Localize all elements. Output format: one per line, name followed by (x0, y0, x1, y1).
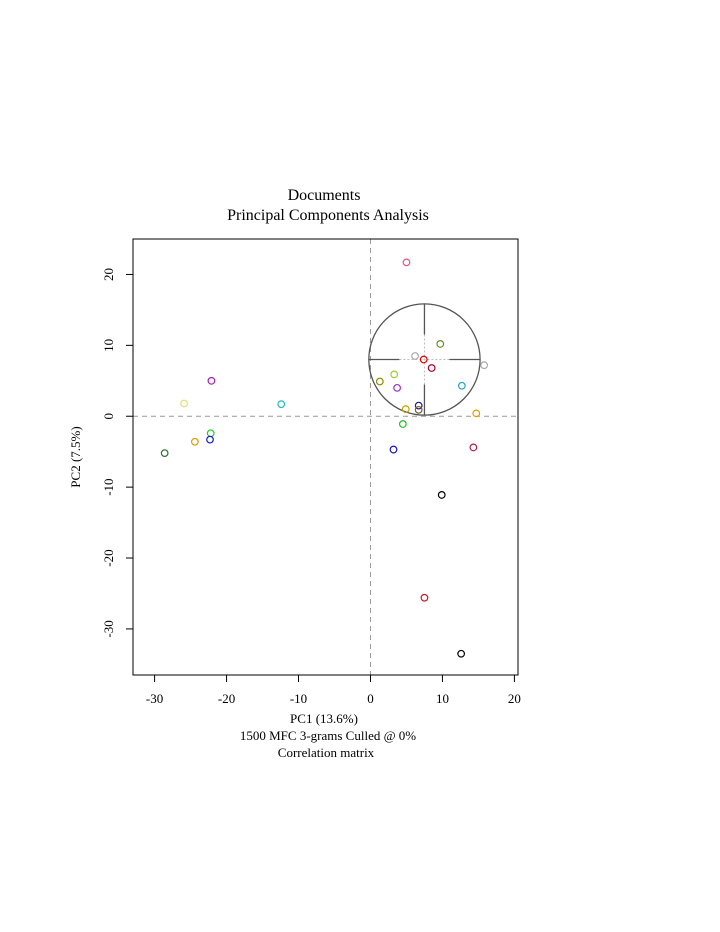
data-point (389, 445, 398, 454)
data-point (469, 443, 478, 452)
x-tick-label: -20 (218, 691, 235, 706)
x-axis-label: PC1 (13.6%) (290, 711, 358, 726)
x-tick-label: -30 (146, 691, 163, 706)
data-point (398, 420, 407, 428)
x-tick-label: 0 (367, 691, 374, 706)
plot-frame (132, 238, 519, 676)
data-point (411, 352, 419, 360)
data-point (420, 593, 429, 602)
y-tick-label: -30 (101, 620, 116, 637)
data-point (160, 449, 169, 458)
data-point (419, 355, 428, 364)
y-tick-label: 10 (101, 339, 116, 352)
data-point (277, 400, 286, 409)
data-point (393, 383, 402, 392)
y-tick-label: -20 (101, 549, 116, 566)
y-tick-label: 20 (101, 268, 116, 281)
data-point (375, 377, 384, 386)
data-point (190, 437, 199, 446)
data-point (472, 409, 481, 418)
x-axis-subtitle-2: Correlation matrix (278, 745, 375, 760)
data-point (414, 405, 423, 414)
data-point (206, 429, 215, 438)
data-point (414, 401, 423, 410)
data-point (427, 364, 436, 372)
data-point (480, 361, 489, 370)
chart-title: Documents (288, 187, 361, 204)
x-axis-subtitle-1: 1500 MFC 3-grams Culled @ 0% (240, 728, 416, 743)
y-axis-label: PC2 (7.5%) (68, 426, 83, 487)
data-point (402, 258, 411, 267)
data-point (436, 340, 445, 348)
data-point (390, 370, 399, 379)
y-tick-label: 0 (101, 413, 116, 420)
plot-area: -30 -20 -10 0 10 20 -30 -20 -10 0 10 20 (101, 238, 521, 706)
data-point (206, 435, 214, 444)
data-point (207, 376, 216, 385)
data-point (180, 399, 188, 408)
x-tick-label: 10 (436, 691, 449, 706)
data-point (437, 491, 446, 499)
x-tick-label: -10 (290, 691, 307, 706)
x-tick-label: 20 (508, 691, 521, 706)
data-point (457, 649, 466, 658)
data-point (401, 405, 410, 414)
chart-subtitle: Principal Components Analysis (227, 207, 429, 224)
y-tick-label: -10 (101, 478, 116, 495)
data-point (457, 381, 466, 390)
